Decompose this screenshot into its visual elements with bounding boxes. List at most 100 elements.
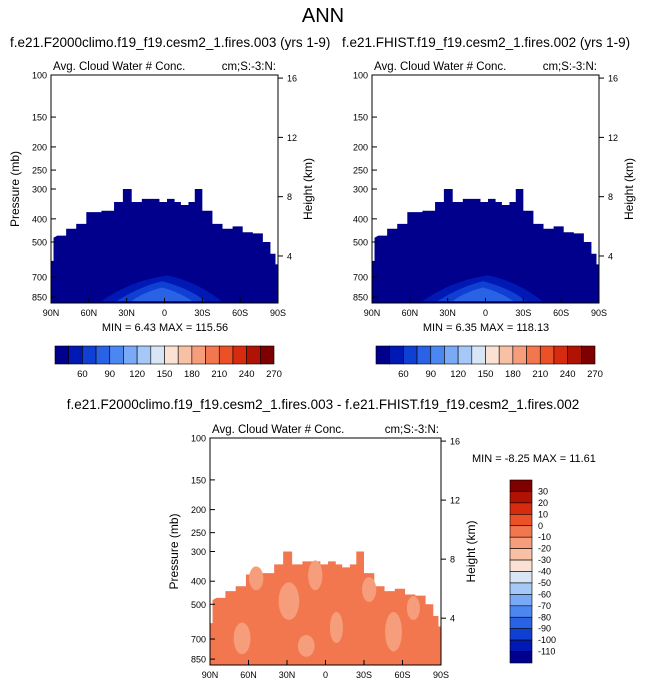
colorbar-label: 60 <box>77 369 88 380</box>
x-tick-label: 90S <box>433 670 449 680</box>
y-right-tick-label: 16 <box>608 74 618 84</box>
colorbar-box <box>526 345 541 365</box>
colorbar-label: 210 <box>211 369 227 380</box>
colorbar-box <box>54 345 69 365</box>
y-tick-label: 500 <box>191 600 206 610</box>
colorbar-box <box>68 345 83 365</box>
diff-patch-4 <box>362 577 377 602</box>
colorbar-label: 90 <box>104 369 115 380</box>
colorbar-box <box>539 345 555 365</box>
y-right-tick-label: 8 <box>450 555 455 565</box>
y-tick-label: 500 <box>32 238 47 248</box>
diff-patch-2 <box>308 560 323 591</box>
y-tick-label: 400 <box>191 577 206 587</box>
y-tick-label: 700 <box>353 272 368 282</box>
y-right-axis-label: Height (km) <box>301 158 315 220</box>
colorbar-label: -40 <box>538 567 551 577</box>
colorbar-box <box>177 345 193 365</box>
panel-subtitle-left: Avg. Cloud Water # Conc. <box>374 61 506 73</box>
colorbar-box <box>416 345 432 365</box>
y-right-axis-label: Height (km) <box>622 158 636 220</box>
colorbar-label: -70 <box>538 601 551 611</box>
diff-patch-0 <box>249 566 264 591</box>
colorbar-box <box>509 616 533 629</box>
panel-units: cm;S:-3:N: <box>543 61 597 73</box>
panel-field <box>51 189 278 303</box>
colorbar-box <box>246 345 261 365</box>
y-tick-label: 500 <box>353 238 368 248</box>
panel-1: f.e21.F2000climo.f19_f19.cesm2_1.fires.0… <box>8 35 330 334</box>
colorbar-box <box>509 582 533 595</box>
colorbar-label: 90 <box>425 369 436 380</box>
y-right-tick-label: 16 <box>287 74 297 84</box>
colorbar-label: -100 <box>538 635 556 645</box>
x-tick-label: 0 <box>483 308 488 318</box>
diff-patch-8 <box>406 596 420 620</box>
colorbar-box <box>509 605 533 618</box>
x-tick-label: 90N <box>202 670 219 680</box>
colorbar-box <box>444 345 459 365</box>
colorbar-box <box>218 345 234 365</box>
panel-units: cm;S:-3:N: <box>222 61 276 73</box>
colorbar-box <box>389 345 404 365</box>
colorbar-box <box>509 479 533 492</box>
colorbar-box <box>375 345 390 365</box>
colorbar-label: 270 <box>587 369 603 380</box>
panel-title: f.e21.F2000climo.f19_f19.cesm2_1.fires.0… <box>67 397 580 412</box>
colorbar-box <box>509 536 533 549</box>
y-tick-label: 250 <box>191 528 206 538</box>
y-tick-label: 200 <box>353 142 368 152</box>
x-tick-label: 90N <box>43 308 60 318</box>
x-tick-label: 60N <box>240 670 257 680</box>
x-tick-label: 30N <box>279 670 296 680</box>
colorbar-box <box>109 345 124 365</box>
panel-title: f.e21.F2000climo.f19_f19.cesm2_1.fires.0… <box>10 35 330 50</box>
colorbar-box <box>509 651 533 664</box>
y-tick-label: 700 <box>191 635 206 645</box>
colorbar-box <box>205 345 220 365</box>
colorbar-label: -20 <box>538 544 551 554</box>
y-right-tick-label: 16 <box>450 437 460 447</box>
colorbar-label: 150 <box>478 369 494 380</box>
y-tick-label: 250 <box>353 166 368 176</box>
colorbar-box <box>82 345 97 365</box>
colorbar-box <box>191 345 206 365</box>
y-tick-label: 200 <box>32 142 47 152</box>
colorbar-box <box>509 514 533 527</box>
panel-3: f.e21.F2000climo.f19_f19.cesm2_1.fires.0… <box>67 397 596 680</box>
min-max-label: MIN = 6.35 MAX = 118.13 <box>423 322 549 334</box>
colorbar-label: -90 <box>538 624 551 634</box>
x-tick-label: 30S <box>515 308 531 318</box>
diff-patch-7 <box>297 635 315 657</box>
page-title: ANN <box>301 5 345 27</box>
x-tick-label: 30N <box>439 308 456 318</box>
y-right-tick-label: 8 <box>287 192 292 202</box>
panel-title: f.e21.FHIST.f19_f19.cesm2_1.fires.002 (y… <box>342 35 630 50</box>
colorbar-box <box>509 594 533 607</box>
y-tick-label: 250 <box>32 166 47 176</box>
colorbar-label: 30 <box>538 486 548 496</box>
y-right-tick-label: 8 <box>608 192 613 202</box>
y-tick-label: 150 <box>191 475 206 485</box>
colorbar-box <box>509 491 533 504</box>
x-tick-label: 30S <box>194 308 210 318</box>
colorbar-label: -110 <box>538 647 555 657</box>
colorbar-box <box>512 345 527 365</box>
y-tick-label: 850 <box>191 655 206 665</box>
colorbar-label: -10 <box>538 532 551 542</box>
diff-level-lower <box>210 623 441 665</box>
y-tick-label: 300 <box>191 547 206 557</box>
diff-patch-3 <box>329 611 343 644</box>
y-right-tick-label: 12 <box>608 133 618 143</box>
contour-level-4 <box>131 287 193 302</box>
x-tick-label: 30N <box>118 308 135 318</box>
colorbar-label: 240 <box>560 369 576 380</box>
colorbar-box <box>581 345 596 365</box>
colorbar-box <box>232 345 247 365</box>
x-tick-label: 0 <box>323 670 328 680</box>
y-right-tick-label: 4 <box>608 251 613 261</box>
colorbar-box <box>509 628 533 641</box>
colorbar-label: -60 <box>538 589 551 599</box>
